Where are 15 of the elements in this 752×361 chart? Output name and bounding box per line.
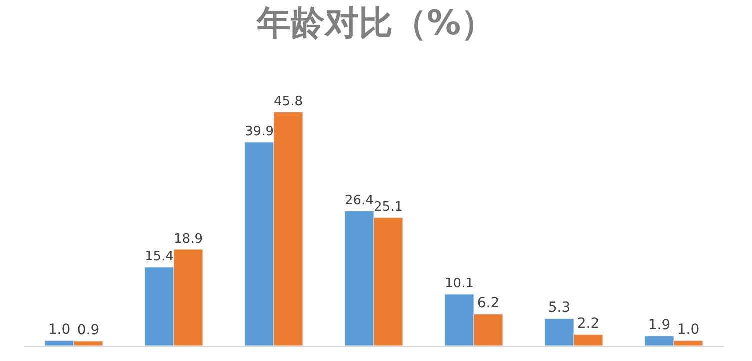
data-label: 1.0 — [48, 322, 71, 338]
data-label: 15.4 — [145, 250, 174, 265]
data-label: 2.2 — [577, 316, 600, 332]
data-label: 26.4 — [345, 194, 374, 209]
data-label: 1.9 — [648, 317, 671, 334]
data-label: 0.9 — [77, 322, 100, 338]
data-label: 1.0 — [677, 322, 700, 338]
data-label: 25.1 — [374, 200, 403, 216]
data-label: 5.3 — [548, 300, 571, 316]
data-label: 45.8 — [274, 94, 303, 110]
chart-title: 年龄对比（%） — [256, 4, 496, 44]
data-label: 10.1 — [445, 276, 474, 292]
data-label: 6.2 — [477, 295, 500, 312]
data-label: 39.9 — [245, 124, 274, 140]
data-label: 18.9 — [174, 232, 203, 247]
